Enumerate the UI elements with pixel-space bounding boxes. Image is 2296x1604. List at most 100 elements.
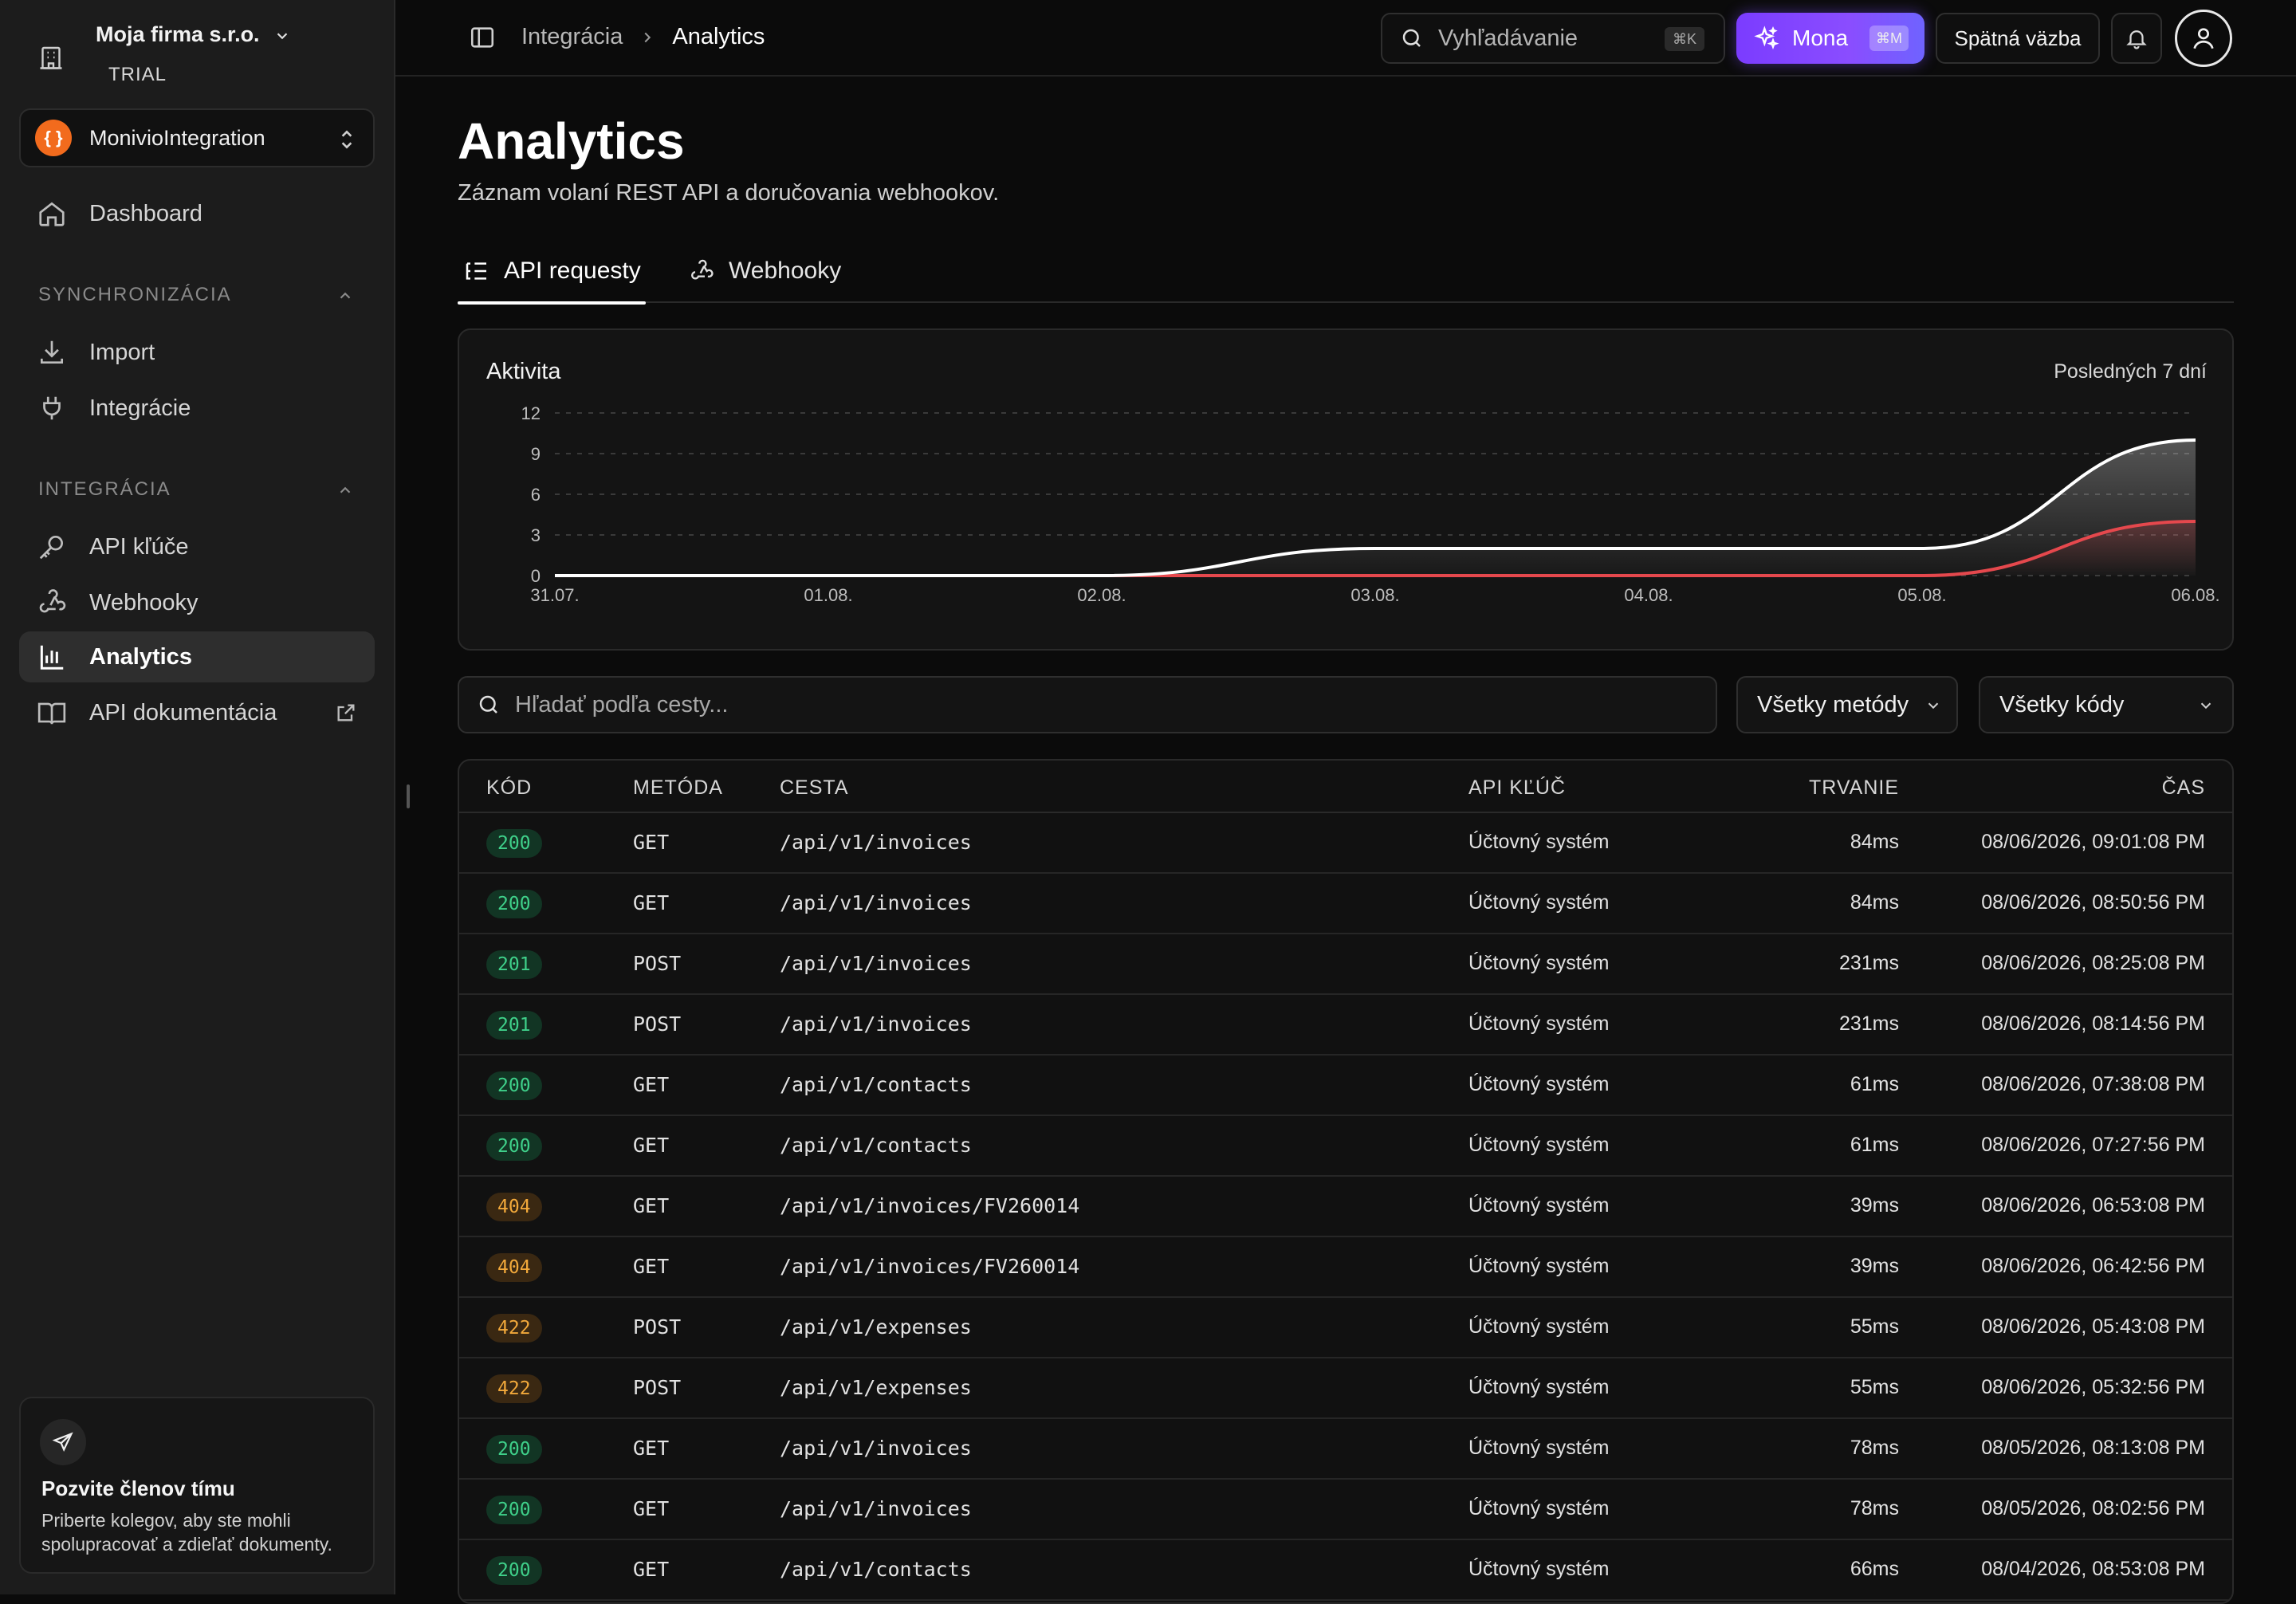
table-row[interactable]: 201 POST/api/v1/invoices Účtovný systém 231… xyxy=(459,934,2232,995)
request-method: GET xyxy=(633,1134,670,1157)
sidebar-item-integrations[interactable]: Integrácie xyxy=(19,383,375,434)
request-duration: 231ms xyxy=(1838,952,1899,974)
table-row[interactable]: 200 GET/api/v1/contacts Účtovný systém 61ms… xyxy=(459,1056,2232,1116)
col-duration[interactable]: TRVANIE xyxy=(1808,776,1899,799)
section-sync[interactable]: SYNCHRONIZÁCIA xyxy=(38,284,351,306)
x-tick-label: 03.08. xyxy=(1350,585,1399,605)
request-path: /api/v1/invoices xyxy=(780,891,972,914)
request-path: /api/v1/contacts xyxy=(780,1134,972,1157)
chart-range[interactable]: Posledných 7 dní xyxy=(2054,360,2207,383)
feedback-button[interactable]: Spätná väzba xyxy=(1936,13,2100,64)
request-time: 08/06/2026, 05:43:08 PM xyxy=(1981,1315,2205,1338)
table-row[interactable]: 422 POST/api/v1/expenses Účtovný systém 55m… xyxy=(459,1358,2232,1419)
request-time: 08/04/2026, 08:53:08 PM xyxy=(1981,1558,2205,1580)
sidebar-item-analytics[interactable]: Analytics xyxy=(19,631,375,682)
notifications-button[interactable] xyxy=(2111,13,2162,64)
sidebar-resize-handle[interactable] xyxy=(407,784,410,808)
request-api-key: Účtovný systém xyxy=(1468,1134,1610,1156)
table-row[interactable]: 200 GET/api/v1/contacts Účtovný systém 66ms… xyxy=(459,1540,2232,1601)
table-row[interactable]: 200 GET/api/v1/invoices Účtovný systém 78ms… xyxy=(459,1480,2232,1540)
table-row[interactable]: 404 GET/api/v1/invoices/FV260014 Účtovný s… xyxy=(459,1237,2232,1298)
request-method: GET xyxy=(633,1255,670,1278)
col-path[interactable]: CESTA xyxy=(780,776,849,799)
col-api-key[interactable]: API KĽÚČ xyxy=(1468,776,1566,799)
table-row[interactable]: 201 POST/api/v1/invoices Účtovný systém 231… xyxy=(459,995,2232,1056)
sidebar-item-api-keys[interactable]: API kľúče xyxy=(19,521,375,572)
bell-icon xyxy=(2126,30,2147,49)
path-search-input[interactable]: Hľadať podľa cesty... xyxy=(458,676,1717,733)
tab-webhooks[interactable]: Webhooky xyxy=(689,239,841,303)
section-integration[interactable]: INTEGRÁCIA xyxy=(38,478,351,501)
y-tick-label: 3 xyxy=(531,525,541,545)
request-api-key: Účtovný systém xyxy=(1468,952,1610,974)
org-plan: TRIAL xyxy=(108,64,167,85)
request-duration: 61ms xyxy=(1850,1073,1899,1095)
request-method: GET xyxy=(633,891,670,914)
request-path: /api/v1/invoices xyxy=(780,1012,972,1036)
method-filter-select[interactable]: Všetky metódy xyxy=(1736,676,1958,733)
key-icon xyxy=(39,535,64,560)
x-tick-label: 01.08. xyxy=(804,585,852,605)
table-row[interactable]: 200 GET/api/v1/invoices Účtovný systém 78ms… xyxy=(459,1419,2232,1480)
table-row[interactable]: 200 GET/api/v1/invoices Účtovný systém 84ms… xyxy=(459,874,2232,934)
page-subtitle: Záznam volaní REST API a doručovania web… xyxy=(458,180,1000,206)
series-area xyxy=(555,440,2196,576)
invite-team-card[interactable]: Pozvite členov tímu Priberte kolegov, ab… xyxy=(19,1397,375,1574)
request-api-key: Účtovný systém xyxy=(1468,891,1610,914)
col-code[interactable]: KÓD xyxy=(486,776,533,799)
request-time: 08/05/2026, 08:02:56 PM xyxy=(1981,1497,2205,1519)
series-line[interactable] xyxy=(554,438,2196,577)
chevron-up-icon xyxy=(340,486,351,493)
request-method: POST xyxy=(633,1376,682,1399)
request-path: /api/v1/contacts xyxy=(780,1558,972,1581)
table-row[interactable]: 422 POST/api/v1/expenses Účtovný systém 55m… xyxy=(459,1298,2232,1358)
sidebar-item-api-docs[interactable]: API dokumentácia xyxy=(19,687,375,738)
plug-icon xyxy=(43,396,61,420)
sidebar-toggle-icon[interactable] xyxy=(469,24,496,51)
building-icon xyxy=(40,46,62,69)
x-tick-label: 02.08. xyxy=(1077,585,1126,605)
code-filter-select[interactable]: Všetky kódy xyxy=(1979,676,2234,733)
chevron-down-icon xyxy=(277,33,288,40)
request-method: POST xyxy=(633,952,682,975)
request-method: GET xyxy=(633,1437,670,1460)
series-area xyxy=(555,521,2196,576)
mona-ai-button[interactable]: Mona ⌘M xyxy=(1736,13,1924,64)
sidebar-item-webhooks[interactable]: Webhooky xyxy=(19,577,375,628)
download-icon xyxy=(40,340,64,364)
external-link-icon xyxy=(337,704,355,721)
breadcrumb-parent[interactable]: Integrácia xyxy=(521,24,623,49)
request-path: /api/v1/expenses xyxy=(780,1315,972,1339)
table-row[interactable]: 200 GET/api/v1/invoices Účtovný systém 84ms… xyxy=(459,813,2232,874)
request-duration: 66ms xyxy=(1850,1558,1899,1580)
webhook-icon xyxy=(39,589,66,613)
org-name: Moja firma s.r.o. xyxy=(96,22,291,47)
org-switcher[interactable]: Moja firma s.r.o. TRIAL xyxy=(37,22,288,85)
list-icon xyxy=(466,262,486,280)
request-api-key: Účtovný systém xyxy=(1468,1255,1610,1277)
table-row[interactable]: 404 GET/api/v1/invoices/FV260014 Účtovný s… xyxy=(459,1177,2232,1237)
table-row[interactable]: 200 GET/api/v1/contacts Účtovný systém 61ms… xyxy=(459,1116,2232,1177)
workspace-name: MonivioIntegration xyxy=(89,125,265,150)
y-tick-label: 12 xyxy=(521,403,541,423)
request-method: GET xyxy=(633,831,670,854)
request-time: 08/06/2026, 08:25:08 PM xyxy=(1981,952,2205,974)
activity-chart: 0 3 6 9 12 31.07. 01.08. 02.08. 03.08. 04.08. 05.0… xyxy=(521,403,2220,605)
search-shortcut: ⌘K xyxy=(1664,27,1704,51)
request-time: 08/05/2026, 08:13:08 PM xyxy=(1981,1437,2205,1459)
col-time[interactable]: ČAS xyxy=(2161,776,2205,799)
request-api-key: Účtovný systém xyxy=(1468,1558,1610,1580)
workspace-switcher[interactable]: { } MonivioIntegration xyxy=(19,108,375,167)
x-tick-label: 06.08. xyxy=(2171,585,2219,605)
sidebar-item-import[interactable]: Import xyxy=(19,327,375,378)
global-search[interactable]: Vyhľadávanie ⌘K xyxy=(1381,13,1725,64)
sidebar-item-dashboard[interactable]: Dashboard xyxy=(19,188,375,239)
request-api-key: Účtovný systém xyxy=(1468,1376,1610,1398)
tab-api-requests[interactable]: API requesty xyxy=(458,239,646,305)
mona-shortcut: ⌘M xyxy=(1869,26,1909,51)
request-path: /api/v1/invoices/FV260014 xyxy=(780,1255,1080,1278)
col-method[interactable]: METÓDA xyxy=(633,776,723,799)
user-avatar[interactable] xyxy=(2175,10,2232,67)
request-time: 08/06/2026, 08:50:56 PM xyxy=(1981,891,2205,914)
search-icon xyxy=(1402,29,1421,47)
